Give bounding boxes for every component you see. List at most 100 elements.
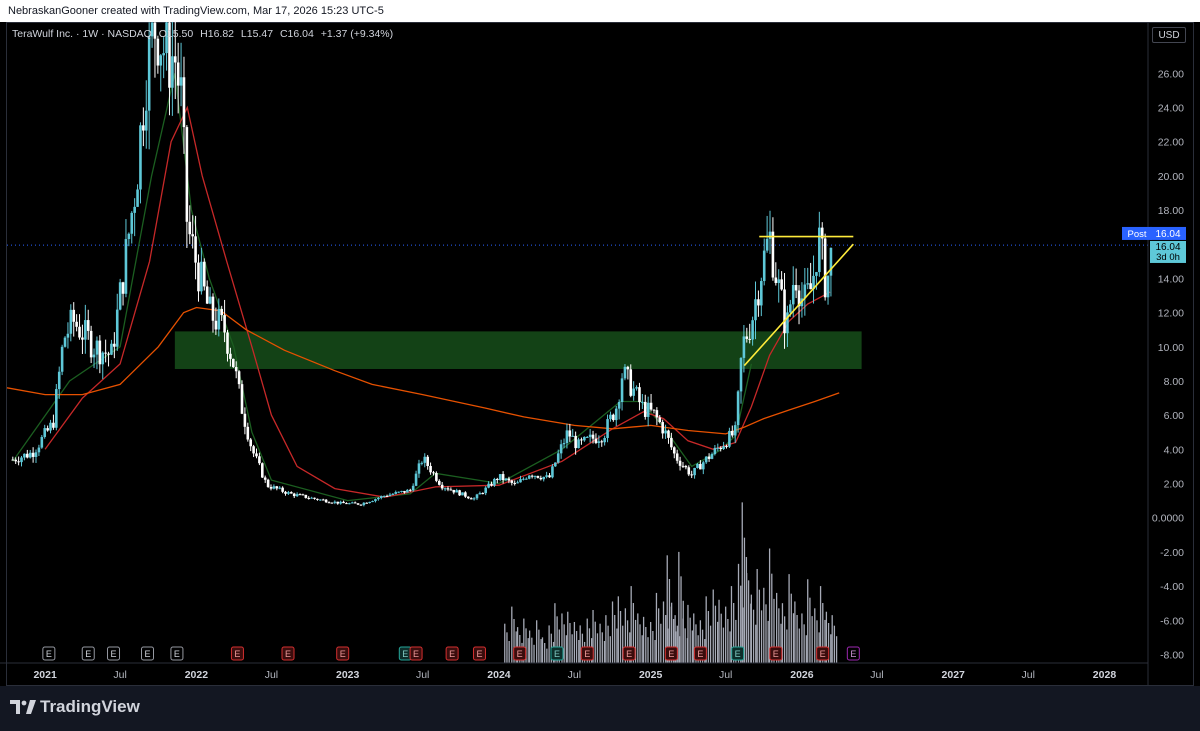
candle-body bbox=[684, 466, 688, 468]
candle-body bbox=[327, 502, 331, 504]
candle-body bbox=[95, 340, 99, 355]
candle-body bbox=[542, 476, 546, 480]
earnings-label: E bbox=[697, 649, 703, 659]
y-tick-label: 24.00 bbox=[1158, 102, 1184, 114]
candle-body bbox=[745, 336, 749, 339]
candle-body bbox=[728, 430, 731, 447]
attribution-bar: NebraskanGooner created with TradingView… bbox=[0, 0, 1200, 22]
plot-area bbox=[7, 22, 1148, 663]
candle-body bbox=[249, 439, 253, 447]
candle-body bbox=[786, 312, 789, 334]
candle-body bbox=[266, 479, 270, 487]
y-tick-label: 22.00 bbox=[1158, 137, 1184, 149]
candle-body bbox=[66, 333, 70, 338]
candle-body bbox=[594, 438, 598, 443]
candle-body bbox=[496, 478, 499, 481]
tradingview-logo-icon bbox=[10, 700, 36, 714]
candle-body bbox=[321, 499, 325, 501]
x-tick-label: 2021 bbox=[33, 669, 57, 681]
candle-body bbox=[275, 486, 279, 489]
candle-body bbox=[568, 430, 572, 437]
candle-body bbox=[159, 55, 163, 66]
candle-body bbox=[191, 234, 194, 237]
candle-body bbox=[243, 413, 247, 427]
candle-body bbox=[104, 352, 107, 354]
candle-body bbox=[220, 308, 223, 316]
candle-body bbox=[57, 371, 61, 390]
candle-body bbox=[374, 499, 377, 502]
y-tick-label: -6.00 bbox=[1160, 615, 1184, 627]
candle-body bbox=[464, 492, 467, 497]
candle-body bbox=[301, 494, 305, 496]
currency-button[interactable]: USD bbox=[1152, 27, 1186, 43]
candle-body bbox=[577, 439, 580, 449]
candle-body bbox=[687, 467, 691, 475]
candle-body bbox=[530, 475, 534, 477]
earnings-marker: E bbox=[550, 646, 564, 661]
candle-body bbox=[185, 127, 189, 222]
earnings-marker: E bbox=[580, 646, 594, 661]
candle-body bbox=[617, 402, 621, 409]
earnings-label: E bbox=[144, 649, 150, 659]
candle-body bbox=[272, 486, 276, 489]
candle-body bbox=[716, 447, 720, 449]
candle-body bbox=[739, 357, 743, 392]
candle-body bbox=[704, 456, 708, 463]
candle-body bbox=[487, 483, 490, 488]
x-tick-label: 2024 bbox=[487, 669, 511, 681]
candle-body bbox=[168, 22, 171, 88]
candle-body bbox=[287, 492, 290, 494]
candle-body bbox=[591, 434, 595, 439]
candle-body bbox=[388, 494, 392, 497]
candle-body bbox=[214, 320, 218, 330]
candle-body bbox=[435, 472, 438, 481]
earnings-badge bbox=[336, 646, 350, 661]
earnings-label: E bbox=[668, 649, 674, 659]
candle-body bbox=[762, 250, 766, 282]
candle-body bbox=[52, 422, 55, 428]
candle-body bbox=[188, 221, 192, 235]
candle-body bbox=[34, 452, 38, 457]
candle-body bbox=[397, 491, 400, 493]
earnings-marker: E bbox=[472, 646, 486, 661]
candle-body bbox=[110, 343, 113, 355]
earnings-label: E bbox=[46, 649, 52, 659]
candle-body bbox=[614, 408, 618, 421]
earnings-badge bbox=[693, 646, 707, 661]
price-chart[interactable]: E E E E E E E E E E E E E E E E E E E E E E 26.00 24.00 22.00 20.… bbox=[0, 22, 1200, 686]
earnings-badge bbox=[42, 646, 56, 661]
earnings-badge bbox=[170, 646, 184, 661]
earnings-label: E bbox=[85, 649, 91, 659]
candle-body bbox=[234, 367, 238, 372]
candle-body bbox=[69, 309, 73, 334]
candle-body bbox=[484, 487, 487, 494]
candle-body bbox=[139, 125, 142, 190]
candle-body bbox=[623, 366, 627, 379]
candle-body bbox=[481, 493, 485, 495]
candle-body bbox=[156, 38, 160, 66]
candle-body bbox=[794, 284, 798, 291]
candle-body bbox=[556, 453, 560, 463]
x-tick-label: Jul bbox=[113, 669, 126, 681]
candle-body bbox=[252, 446, 255, 454]
candle-body bbox=[791, 284, 795, 305]
earnings-marker: E bbox=[769, 646, 783, 661]
candle-body bbox=[92, 354, 96, 358]
candle-body bbox=[719, 447, 722, 450]
candle-body bbox=[612, 414, 615, 421]
candle-body bbox=[290, 492, 293, 494]
candle-body bbox=[226, 332, 229, 354]
candle-body bbox=[417, 463, 421, 474]
candle-body bbox=[278, 487, 282, 489]
x-tick-label: 2025 bbox=[639, 669, 663, 681]
candle-body bbox=[583, 436, 586, 441]
candle-body bbox=[98, 340, 102, 365]
candle-body bbox=[171, 56, 174, 88]
earnings-label: E bbox=[584, 649, 590, 659]
y-tick-label: 14.00 bbox=[1158, 273, 1184, 285]
candle-body bbox=[333, 501, 337, 503]
earnings-label: E bbox=[449, 649, 455, 659]
earnings-marker: E bbox=[398, 646, 412, 661]
x-tick-label: Jul bbox=[719, 669, 732, 681]
candle-body bbox=[336, 501, 340, 504]
